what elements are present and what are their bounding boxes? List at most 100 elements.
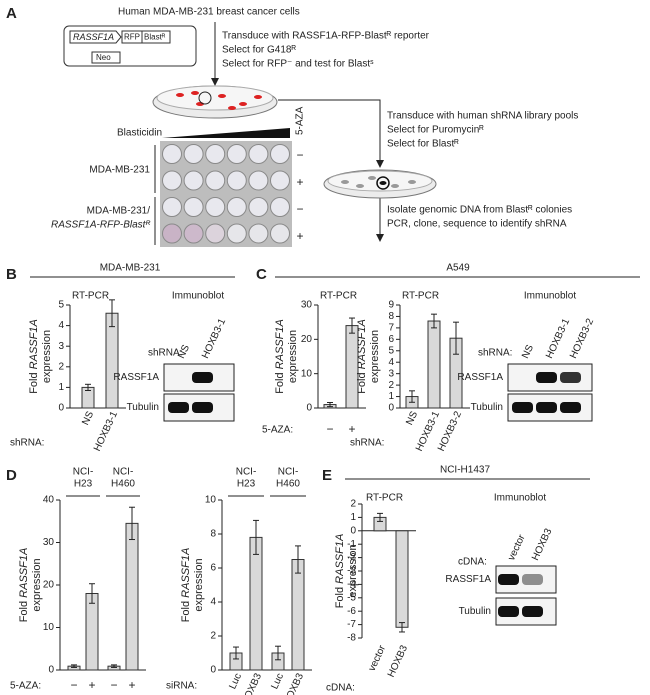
- well: [248, 197, 269, 217]
- aza-label: 5-AZA: [295, 106, 306, 135]
- grey-colony: [391, 184, 399, 188]
- blot-prefix: cDNA:: [458, 557, 487, 568]
- x-prefix: siRNA:: [166, 681, 197, 692]
- y-tick-label: 0: [48, 665, 54, 676]
- panel-label: C: [256, 266, 267, 283]
- y-tick-label: 5: [58, 300, 64, 311]
- band: [560, 402, 581, 413]
- y-tick-label: 6: [388, 334, 394, 345]
- promoter-box: [69, 30, 122, 44]
- y-tick-label: 0: [306, 403, 312, 414]
- x-tick-label: HOXB3: [386, 643, 410, 679]
- x-tick-label: Luc: [269, 672, 286, 691]
- well: [226, 223, 247, 244]
- y-tick-label: 4: [58, 320, 64, 331]
- y-tick-label: -7: [347, 619, 356, 630]
- arrows: [214, 22, 381, 236]
- step-text: PCR, clone, sequence to identify shRNA: [387, 219, 567, 230]
- x-tick-label: −: [110, 678, 117, 692]
- arrow: [278, 99, 381, 162]
- red-colony: [191, 91, 199, 95]
- well: [270, 223, 290, 244]
- y-label-gene: RASSF1A: [274, 319, 286, 369]
- y-tick-label: 8: [388, 311, 394, 322]
- arrowheads: [211, 78, 384, 242]
- y-tick-label: 2: [210, 631, 216, 642]
- band: [522, 606, 543, 617]
- cells-label: Human MDA-MB-231 breast cancer cells: [118, 7, 300, 18]
- y-tick-label: 2: [388, 380, 394, 391]
- y-tick-label: -2: [347, 552, 356, 563]
- x-tick-label: HOXB3: [240, 671, 264, 695]
- well: [162, 197, 182, 217]
- lane-label: NS: [176, 343, 192, 361]
- sign-label: +: [296, 229, 303, 243]
- red-colony: [254, 95, 262, 99]
- step-text: Transduce with human shRNA library pools: [387, 111, 578, 122]
- chart-title: RT-PCR: [72, 291, 109, 302]
- y-tick-label: 9: [388, 300, 394, 311]
- grey-colony: [341, 180, 349, 184]
- x-prefix: shRNA:: [10, 438, 44, 449]
- y-tick-label: 4: [388, 357, 394, 368]
- selection-circle: [198, 91, 212, 105]
- y-tick-label: 30: [301, 300, 313, 311]
- blot-row-label: RASSF1A: [457, 372, 503, 383]
- y-label-part: Fold: [334, 584, 346, 608]
- red-colony: [218, 94, 226, 98]
- x-tick-label: +: [348, 422, 355, 436]
- step-text: Select for Blastᴿ: [387, 139, 459, 150]
- x-tick-label: Luc: [227, 672, 244, 691]
- y-label-part: Fold: [28, 369, 40, 393]
- plasmid-ring: [63, 25, 197, 67]
- y-tick-label: -8: [347, 633, 356, 644]
- blot-title: Immunoblot: [524, 291, 576, 302]
- blot-row-label: Tubulin: [471, 402, 503, 413]
- group-label: H23: [237, 479, 256, 490]
- lane-label: HOXB3-1: [200, 317, 228, 361]
- panel-header: NCI-H1437: [440, 465, 490, 476]
- well: [183, 144, 204, 164]
- y-tick-label: 1: [388, 391, 394, 402]
- blot-row-label: RASSF1A: [113, 372, 159, 383]
- x-tick-label: NS: [404, 409, 420, 427]
- y-tick-label: 0: [58, 403, 64, 414]
- blot: [163, 363, 235, 392]
- y-tick-label: 3: [388, 368, 394, 379]
- y-tick-label: 3: [58, 341, 64, 352]
- panel-header: A549: [446, 263, 470, 274]
- y-label-gene: RASSF1A: [18, 548, 30, 598]
- dish-inner: [327, 170, 433, 192]
- x-prefix: cDNA:: [326, 683, 355, 694]
- sign-label: −: [296, 148, 303, 162]
- y-tick-label: 1: [350, 512, 356, 523]
- blot-title: Immunoblot: [494, 493, 546, 504]
- x-tick-label: −: [326, 422, 333, 436]
- band: [536, 402, 557, 413]
- plasmid-label: Neo: [96, 53, 111, 62]
- drug-label: Blasticidin: [117, 128, 162, 139]
- well: [270, 170, 290, 191]
- group-label: NCI-: [113, 467, 134, 478]
- well: [162, 144, 182, 164]
- panel-label: E: [322, 467, 332, 484]
- y-label-gene: RASSF1A: [334, 534, 346, 584]
- row-label: MDA-MB-231/: [87, 206, 151, 217]
- y-label-gene: RASSF1A: [180, 548, 192, 598]
- blast-box: [141, 30, 171, 44]
- y-label-part: Fold: [274, 369, 286, 393]
- bar: [105, 312, 119, 409]
- y-axis-label: Fold RASSF1A: [18, 548, 30, 623]
- chart-title: RT-PCR: [366, 493, 403, 504]
- chart-title: RT-PCR: [320, 291, 357, 302]
- well: [205, 144, 226, 164]
- y-tick-label: -1: [347, 539, 356, 550]
- x-tick-label: vector: [367, 643, 389, 673]
- y-label-gene: RASSF1A: [28, 319, 40, 369]
- x-prefix: 5-AZA:: [10, 681, 41, 692]
- blot-row-label: RASSF1A: [445, 574, 491, 585]
- band: [192, 372, 213, 383]
